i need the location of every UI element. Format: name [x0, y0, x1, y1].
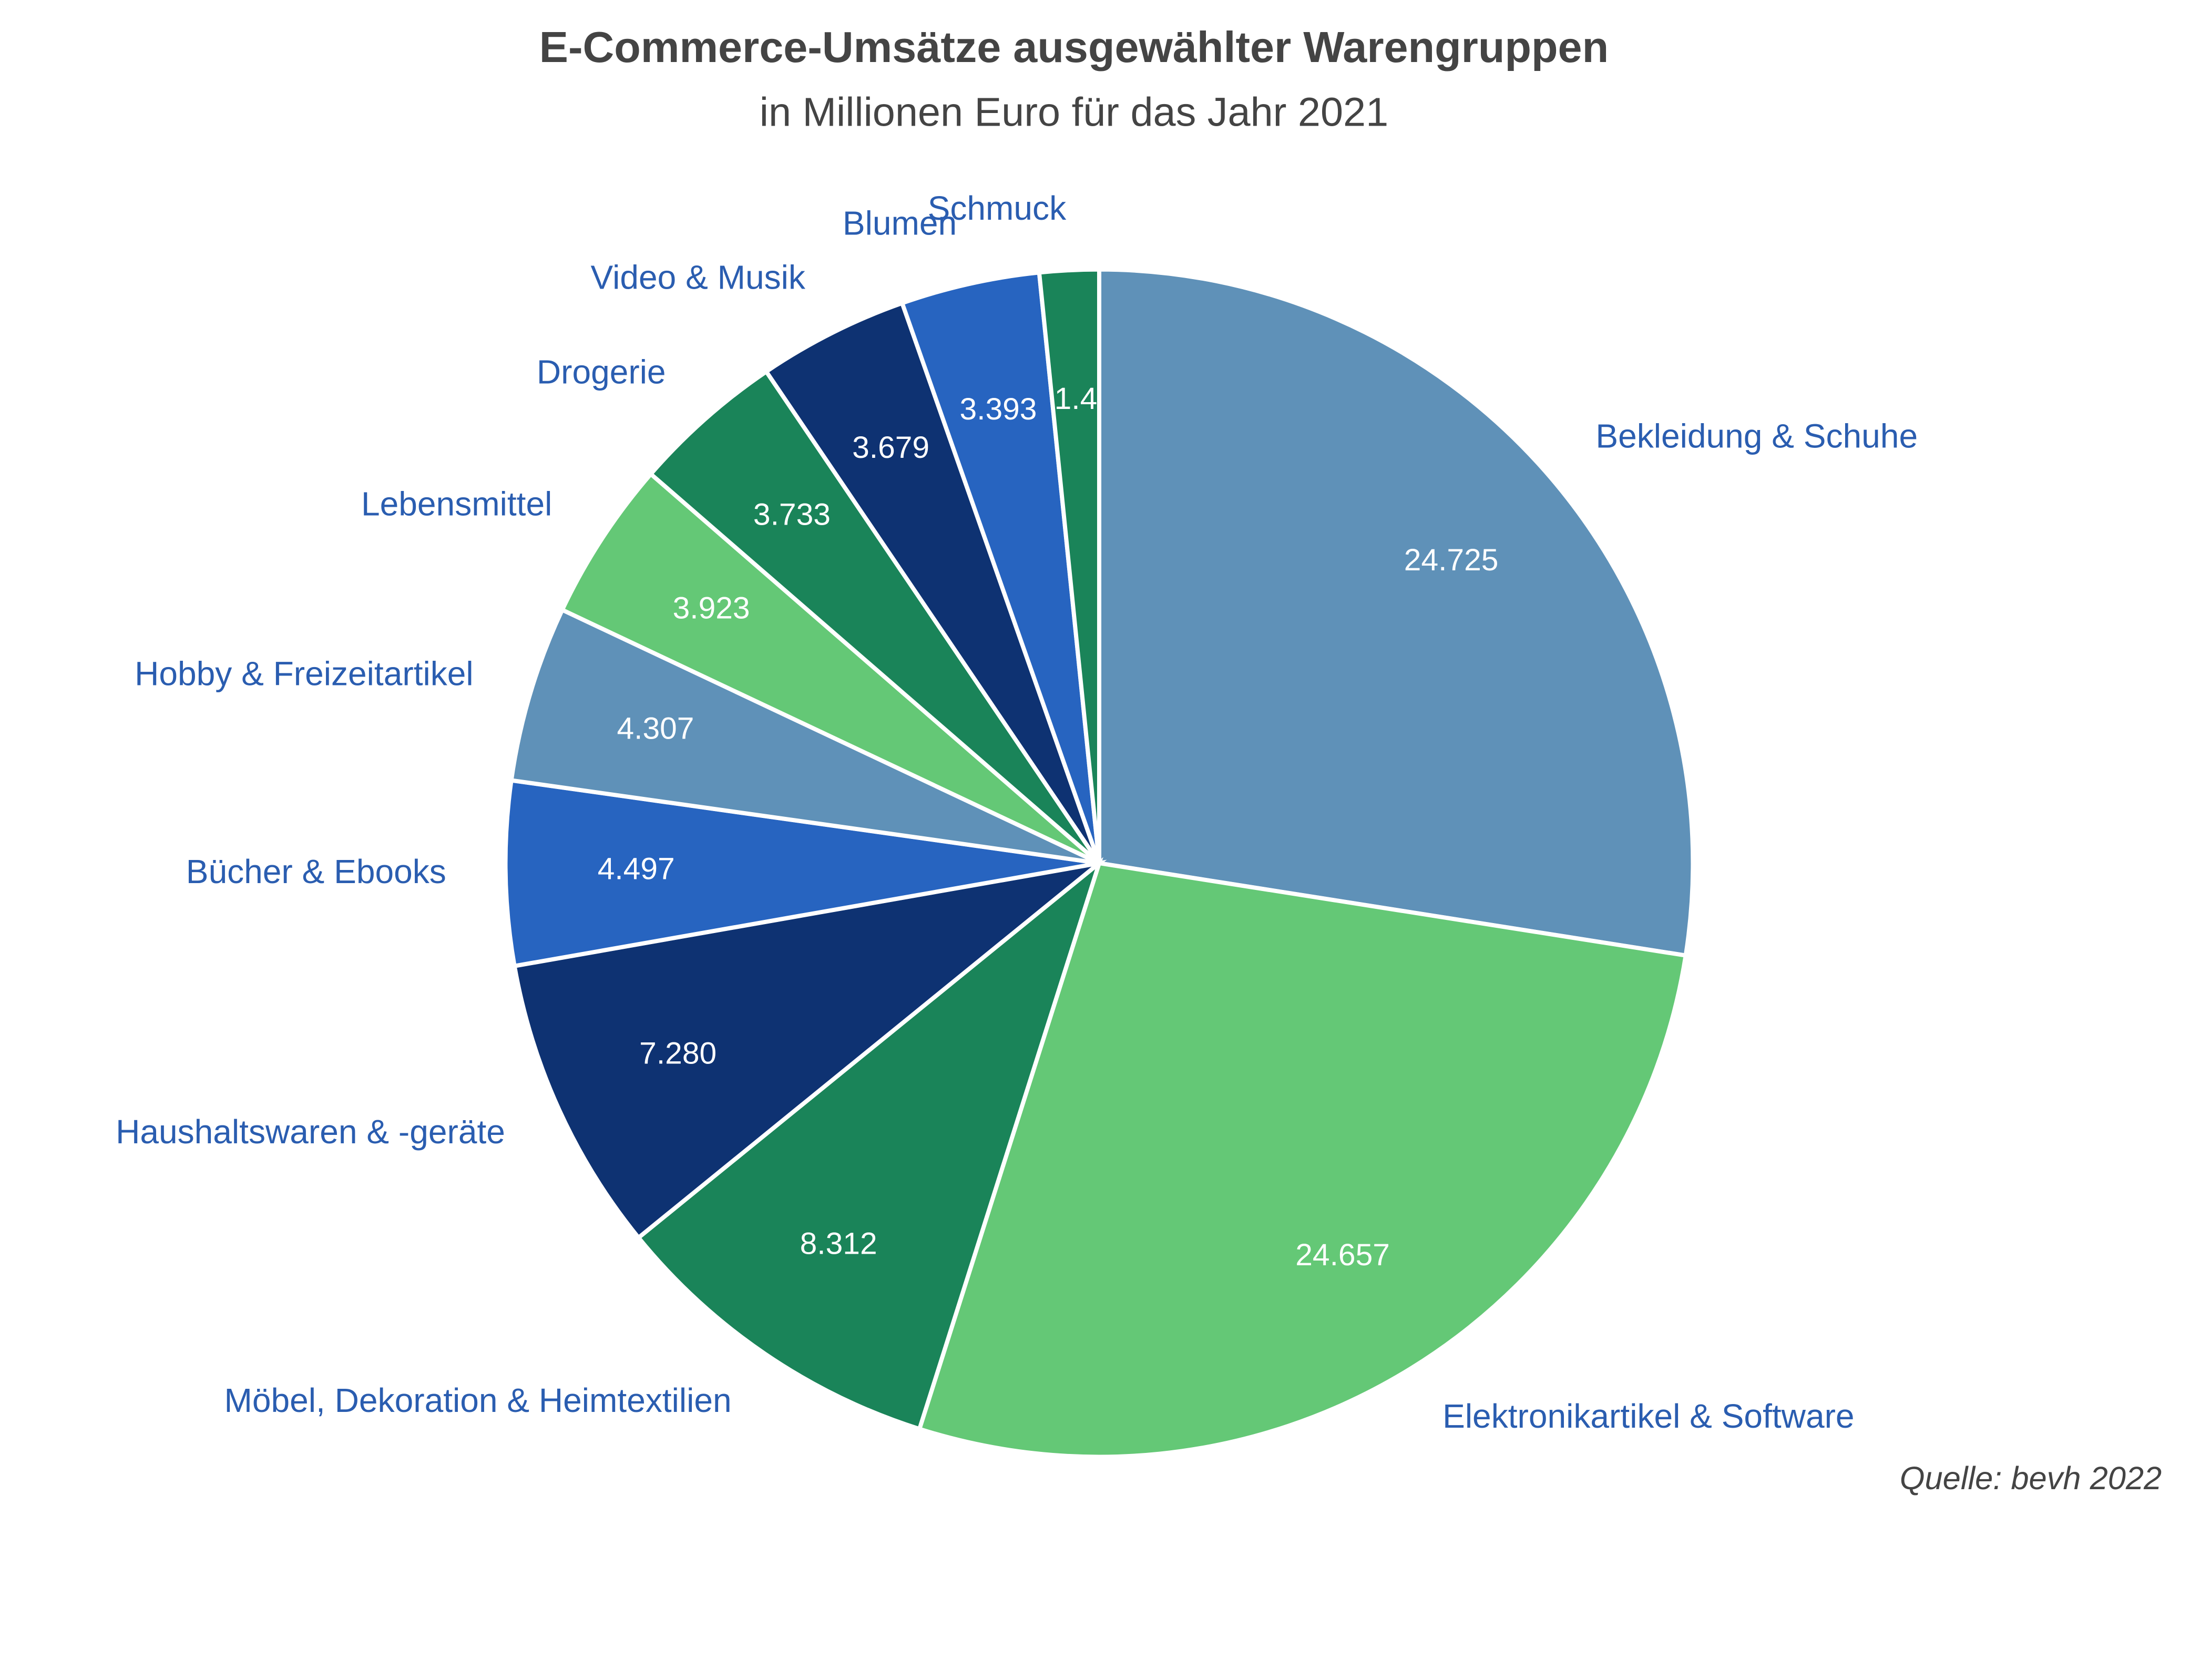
value-label: 3.679: [852, 431, 929, 465]
value-label: 3.393: [959, 392, 1037, 426]
pie-slice: [503, 777, 1100, 969]
category-label: Blumen: [843, 204, 957, 242]
source-note: Quelle: bevh 2022: [1900, 1460, 2162, 1497]
pie-slice: [512, 859, 1107, 1241]
chart-title: E-Commerce-Umsätze ausgewählter Warengru…: [539, 23, 1609, 71]
pie-slice: [636, 857, 1103, 1432]
value-label: 7.280: [639, 1037, 717, 1071]
value-label: 3.923: [673, 591, 750, 625]
value-label: 4.307: [617, 711, 694, 745]
category-label: Elektronikartikel & Software: [1442, 1397, 1855, 1435]
value-label: 24.725: [1404, 543, 1499, 577]
pie-slice: [917, 861, 1688, 1459]
category-label: Hobby & Freizeitartikel: [135, 654, 474, 692]
value-label: 8.312: [800, 1227, 877, 1261]
category-label: Haushaltswaren & -geräte: [116, 1113, 505, 1151]
pie-slice: [559, 471, 1101, 865]
value-label: 4.497: [598, 852, 675, 886]
pie-slice: [1037, 267, 1102, 864]
chart-subtitle: in Millionen Euro für das Jahr 2021: [760, 89, 1388, 135]
category-label: Bücher & Ebooks: [186, 853, 446, 890]
value-label: 1.4: [1055, 382, 1098, 416]
category-label: Schmuck: [928, 189, 1067, 227]
pie-slice: [648, 368, 1101, 865]
category-label: Bekleidung & Schuhe: [1595, 417, 1918, 455]
pie-slice: [899, 270, 1101, 864]
pie-slice: [509, 607, 1100, 866]
pie-slice: [763, 300, 1101, 865]
category-label: Möbel, Dekoration & Heimtextilien: [224, 1381, 732, 1419]
category-label: Lebensmittel: [361, 485, 552, 523]
value-label: 3.733: [753, 498, 831, 532]
category-label: Video & Musik: [591, 259, 806, 296]
category-label: Drogerie: [537, 353, 666, 391]
value-label: 24.657: [1295, 1238, 1390, 1272]
pie-slice: [1097, 267, 1695, 958]
